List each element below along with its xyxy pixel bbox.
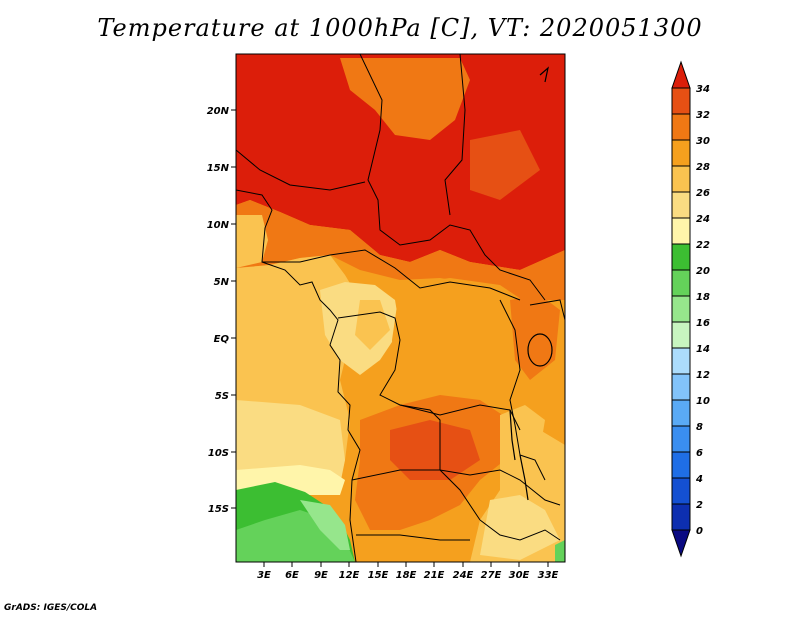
colorbar-segment — [671, 87, 691, 115]
map-title: Temperature at 1000hPa [C], VT: 20200513… — [97, 14, 703, 42]
colorbar-label: 12 — [696, 370, 710, 381]
colorbar-label: 16 — [696, 318, 710, 329]
colorbar-segment — [671, 217, 691, 245]
lat-tick-label: 10S — [208, 448, 229, 459]
colorbar-segment — [671, 165, 691, 193]
longitude-axis: 3E 6E 9E 12E 15E 18E 21E 24E 27E 30E 33E — [257, 562, 559, 581]
colorbar-segment — [671, 139, 691, 167]
lon-tick-label: 15E — [368, 570, 389, 581]
colorbar-label: 26 — [696, 188, 710, 199]
lon-tick-label: 27E — [481, 570, 502, 581]
colorbar-label: 28 — [696, 162, 710, 173]
colorbar-segment — [671, 373, 691, 401]
lat-tick-label: 15N — [207, 163, 230, 174]
colorbar-label: 0 — [696, 526, 703, 537]
colorbar-label: 4 — [695, 474, 703, 485]
lon-tick-label: 30E — [509, 570, 530, 581]
lon-tick-label: 12E — [339, 570, 360, 581]
colorbar-label: 14 — [696, 344, 710, 355]
colorbar-segment — [671, 477, 691, 505]
credit-text: GrADS: IGES/COLA — [4, 603, 98, 613]
lon-tick-label: 24E — [453, 570, 474, 581]
colorbar-segment — [671, 451, 691, 479]
colorbar-label: 6 — [696, 448, 703, 459]
colorbar-segment — [671, 269, 691, 297]
colorbar-label: 22 — [696, 240, 710, 251]
lon-tick-label: 6E — [285, 570, 299, 581]
lat-tick-label: 10N — [207, 220, 230, 231]
colorbar-label: 34 — [696, 84, 710, 95]
colorbar-cap-top — [671, 60, 691, 89]
colorbar-label: 8 — [696, 422, 703, 433]
lon-tick-label: 21E — [424, 570, 445, 581]
colorbar-cap-bottom — [671, 529, 691, 558]
lat-tick-label: 20N — [207, 106, 230, 117]
colorbar-label: 20 — [696, 266, 710, 277]
colorbar-label: 30 — [696, 136, 710, 147]
colorbar-label: 2 — [696, 500, 703, 511]
colorbar-segment — [671, 347, 691, 375]
latitude-axis: 20N 15N 10N 5N EQ 5S 10S 15S — [207, 106, 236, 515]
lon-tick-label: 9E — [314, 570, 328, 581]
colorbar-label: 32 — [696, 110, 710, 121]
colorbar-segment — [671, 295, 691, 323]
colorbar-label: 10 — [696, 396, 710, 407]
colorbar-segment — [671, 113, 691, 141]
lakes — [509, 66, 553, 501]
lon-tick-label: 18E — [396, 570, 417, 581]
lon-tick-label: 33E — [538, 570, 559, 581]
colorbar-segment — [671, 503, 691, 531]
colorbar-segment — [671, 321, 691, 349]
colorbar-segment — [671, 191, 691, 219]
colorbar-segment — [671, 243, 691, 271]
map-frame — [235, 53, 566, 563]
political-borders — [236, 54, 565, 562]
lon-tick-label: 3E — [257, 570, 271, 581]
colorbar-segment — [671, 399, 691, 427]
lat-tick-label: 5N — [214, 277, 230, 288]
colorbar-label: 18 — [696, 292, 710, 303]
lat-tick-label: 15S — [208, 504, 229, 515]
lat-tick-label: 5S — [215, 391, 229, 402]
temperature-field — [236, 54, 565, 562]
colorbar-label: 24 — [696, 214, 710, 225]
lat-tick-label: EQ — [214, 334, 230, 345]
colorbar-segment — [671, 425, 691, 453]
